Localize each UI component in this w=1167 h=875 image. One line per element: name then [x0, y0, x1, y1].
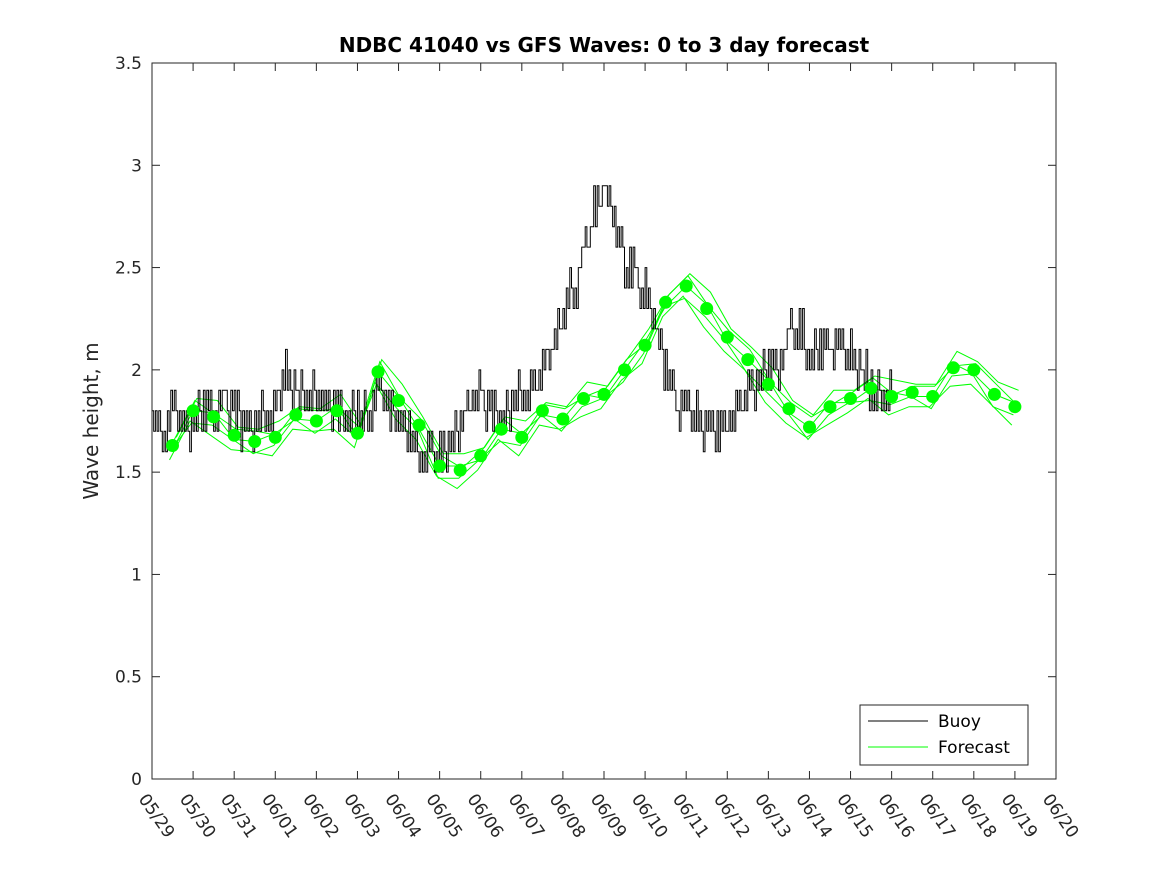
forecast-point [166, 439, 179, 452]
forecast-point [926, 390, 940, 403]
forecast-point [227, 428, 241, 442]
forecast-point [597, 387, 611, 401]
legend-box [859, 704, 1029, 766]
forecast-point [885, 390, 899, 403]
forecast-point [659, 295, 673, 309]
buoy-series-line [152, 185, 893, 473]
forecast-point [864, 381, 878, 395]
forecast-point [967, 363, 981, 377]
forecast-ensemble-line [173, 275, 1018, 469]
forecast-point [577, 392, 590, 405]
plot-frame [151, 62, 1057, 780]
y-tick-label: 1.5 [115, 463, 142, 483]
forecast-point [289, 408, 303, 422]
forecast-point [905, 385, 919, 399]
forecast-point [494, 422, 508, 436]
y-tick-label: 2 [131, 361, 142, 381]
forecast-point [515, 430, 529, 444]
forecast-point [330, 404, 344, 418]
forecast-point [535, 404, 549, 418]
forecast-point [392, 394, 405, 407]
forecast-point [946, 361, 960, 375]
forecast-point [679, 279, 693, 293]
forecast-point [207, 410, 221, 424]
forecast-point [803, 420, 816, 434]
y-tick-label: 0.5 [115, 668, 142, 688]
forecast-point [638, 338, 652, 352]
y-tick-label: 0 [131, 770, 142, 790]
forecast-point [823, 400, 837, 414]
y-tick-label: 3 [131, 156, 142, 176]
chart-title: NDBC 41040 vs GFS Waves: 0 to 3 day fore… [339, 33, 870, 57]
forecast-point [412, 418, 426, 432]
y-tick-label: 1 [131, 565, 142, 585]
forecast-point [268, 430, 282, 444]
plot-area [152, 63, 1056, 779]
forecast-point [1008, 400, 1022, 414]
y-axis-label: Wave height, m [79, 342, 103, 499]
forecast-point [782, 402, 796, 416]
forecast-point [433, 459, 447, 473]
forecast-points-group [166, 279, 1022, 477]
forecast-point [309, 414, 323, 428]
forecast-point [186, 404, 200, 418]
forecast-point [556, 412, 570, 426]
forecast-point [371, 365, 385, 379]
forecast-point [700, 302, 714, 315]
y-tick-label: 2.5 [115, 259, 142, 279]
forecast-point [844, 392, 857, 405]
forecast-point [720, 330, 734, 344]
y-axis-ticks: 0 0.5 1 1.5 2 2.5 3 3.5 [115, 54, 1056, 790]
forecast-point [987, 387, 1001, 401]
forecast-point [618, 363, 631, 377]
forecast-point [453, 463, 467, 477]
y-tick-label: 3.5 [115, 54, 142, 74]
legend: Buoy Forecast [859, 704, 1029, 766]
forecast-point [474, 449, 488, 463]
forecast-point [248, 435, 262, 448]
buoy-line-group [152, 185, 893, 473]
legend-forecast-label: Forecast [938, 738, 1010, 758]
legend-buoy-label: Buoy [938, 712, 981, 732]
forecast-point [741, 353, 755, 367]
forecast-point [351, 426, 364, 440]
forecast-point [761, 377, 775, 391]
